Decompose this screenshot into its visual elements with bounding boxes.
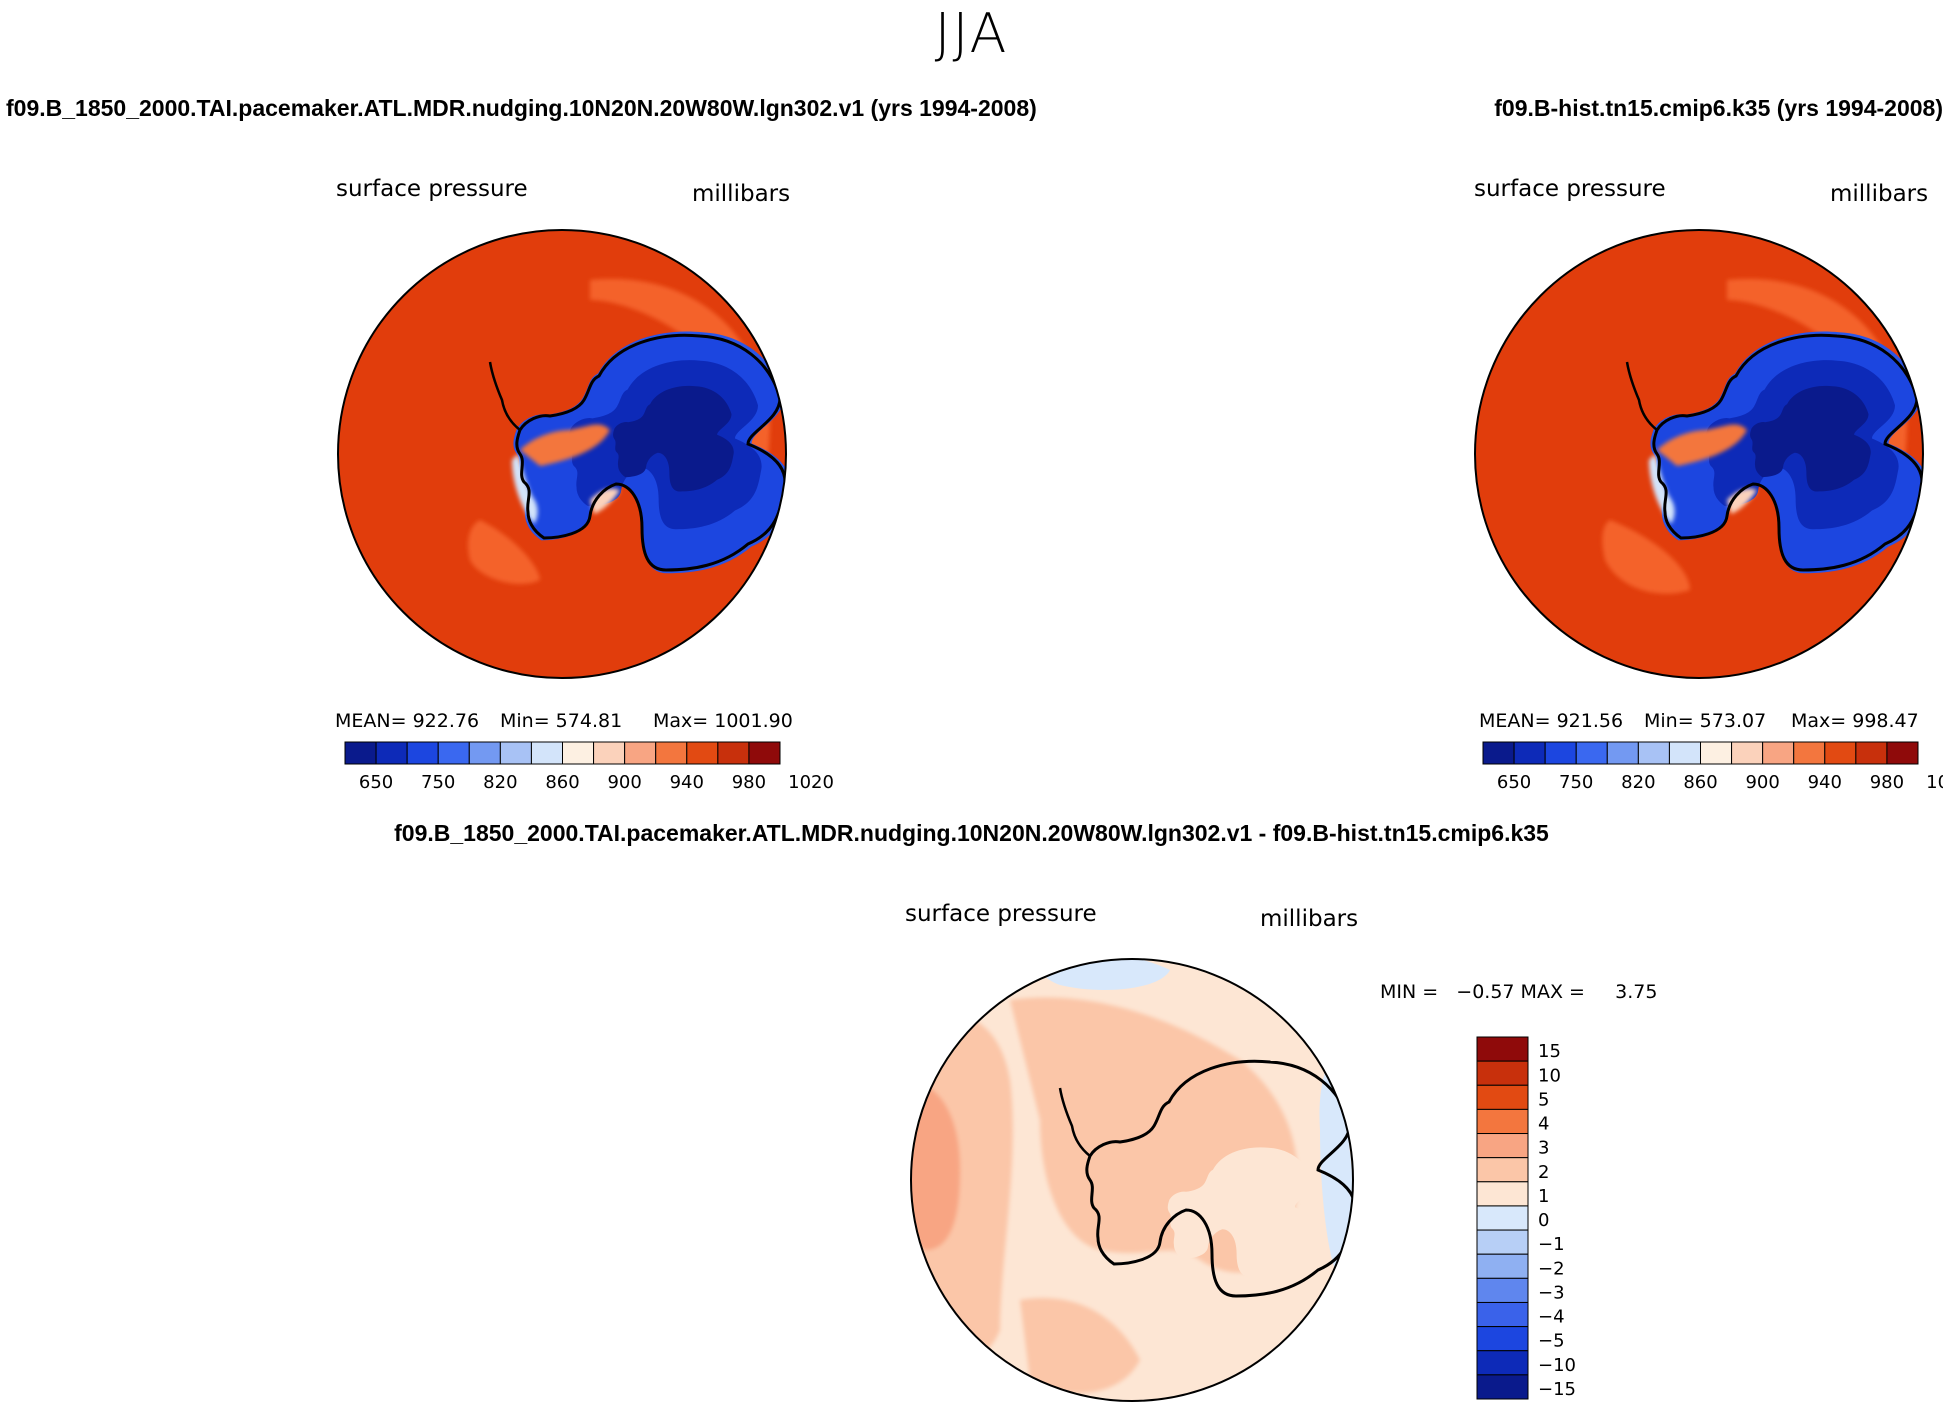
diff-colorbar-swatch	[1476, 1350, 1529, 1376]
panel2-colorbar-tick-label: 750	[1559, 772, 1593, 793]
panel2-colorbar: 650 750 820 860 900 940 980 1020	[1482, 741, 1943, 793]
panel1-colorbar-swatch	[499, 741, 532, 765]
diff-colorbar-tick-label: −4	[1538, 1307, 1565, 1328]
panel2-colorbar-tick-label: 900	[1745, 772, 1779, 793]
panel1-colorbar-swatch	[748, 741, 781, 765]
panel1-colorbar-tick-label: 820	[483, 772, 517, 793]
panel2-colorbar-tick-label: 820	[1621, 772, 1655, 793]
diff-colorbar-swatch	[1476, 1060, 1529, 1086]
panel2-colorbar-swatch	[1637, 741, 1670, 765]
panel1-colorbar-swatch	[686, 741, 719, 765]
diff-colorbar-tick-label: −5	[1538, 1331, 1565, 1352]
panel1-colorbar-swatch	[468, 741, 501, 765]
diff-colorbar-tick-label: 15	[1538, 1041, 1561, 1062]
panel2-colorbar-swatch	[1668, 741, 1702, 765]
panel2-map	[1474, 229, 1924, 679]
diff-colorbar-tick-label: 0	[1538, 1210, 1549, 1231]
panel2-min: Min= 573.07	[1644, 710, 1767, 732]
panel1-max: Max= 1001.90	[653, 710, 793, 732]
diff-colorbar-tick-label: −10	[1538, 1355, 1576, 1376]
diff-minmax: MIN = −0.57 MAX = 3.75	[1380, 981, 1658, 1003]
diff-colorbar-swatch	[1476, 1277, 1529, 1303]
panel2-colorbar-swatch	[1575, 741, 1608, 765]
panel1-map	[337, 229, 787, 679]
panel1-colorbar-swatch	[655, 741, 688, 765]
panel2-colorbar-swatch	[1886, 741, 1919, 765]
diff-colorbar-swatch	[1476, 1301, 1529, 1328]
panel1-colorbar-tick-label: 940	[670, 772, 704, 793]
panel2-mean: MEAN= 921.56	[1479, 710, 1624, 732]
panel1-colorbar-tick-label: 750	[421, 772, 455, 793]
diff-title: f09.B_1850_2000.TAI.pacemaker.ATL.MDR.nu…	[394, 820, 1549, 846]
diff-colorbar-swatch	[1476, 1253, 1529, 1279]
diff-colorbar-swatch	[1476, 1108, 1529, 1135]
panel2-colorbar-swatch	[1700, 741, 1733, 765]
diff-colorbar-swatch	[1476, 1157, 1529, 1183]
diff-variable-label: surface pressure	[905, 901, 1097, 927]
panel1-colorbar-swatch	[530, 741, 564, 765]
panel2-colorbar-tick-label: 980	[1870, 772, 1904, 793]
panel1-colorbar-tick-label: 900	[607, 772, 641, 793]
diff-colorbar-swatch	[1476, 1181, 1529, 1207]
panel2-variable-label: surface pressure	[1474, 176, 1666, 202]
panel1-variable-label: surface pressure	[336, 176, 528, 202]
figure-title: JJA	[934, 2, 1009, 65]
panel1-units-label: millibars	[692, 181, 791, 207]
diff-colorbar-tick-label: 1	[1538, 1186, 1549, 1207]
panel1-colorbar-swatch	[593, 741, 626, 765]
panel2-colorbar-tick-label: 860	[1683, 772, 1717, 793]
panel2-colorbar-swatch	[1762, 741, 1795, 765]
diff-colorbar-swatch	[1476, 1133, 1529, 1159]
panel1-colorbar-swatch	[624, 741, 657, 765]
panel1-colorbar-tick-label: 650	[359, 772, 393, 793]
diff-colorbar-swatch	[1476, 1374, 1529, 1400]
panel2-max: Max= 998.47	[1791, 710, 1919, 732]
diff-colorbar-swatch	[1476, 1229, 1529, 1255]
diff-colorbar-swatch	[1476, 1084, 1529, 1110]
diff-colorbar-tick-label: 5	[1538, 1089, 1549, 1110]
panel1-min: Min= 574.81	[500, 710, 623, 732]
panel2-units-label: millibars	[1830, 181, 1929, 207]
panel1-colorbar: 650 750 820 860 900 940 980 1020	[344, 741, 834, 793]
panel1-colorbar-tick-label: 980	[732, 772, 766, 793]
diff-colorbar-tick-label: 10	[1538, 1065, 1561, 1086]
diff-colorbar-swatch	[1476, 1205, 1529, 1231]
panel1-colorbar-swatch	[344, 741, 377, 765]
panel2-colorbar-tick-label: 1020	[1926, 772, 1943, 793]
panel1-colorbar-swatch	[562, 741, 595, 765]
panel1-colorbar-swatch	[406, 741, 439, 765]
diff-map	[910, 958, 1354, 1402]
panel1-colorbar-tick-label: 860	[545, 772, 579, 793]
panel2-colorbar-swatch	[1855, 741, 1888, 765]
diff-colorbar-tick-label: −1	[1538, 1234, 1565, 1255]
panel1-case-title: f09.B_1850_2000.TAI.pacemaker.ATL.MDR.nu…	[6, 95, 1037, 121]
panel2-colorbar-tick-label: 650	[1497, 772, 1531, 793]
panel2-colorbar-swatch	[1824, 741, 1857, 765]
diff-units-label: millibars	[1260, 906, 1359, 932]
diff-colorbar-swatch	[1476, 1326, 1529, 1352]
panel2-colorbar-swatch	[1731, 741, 1764, 765]
panel2-colorbar-tick-label: 940	[1808, 772, 1842, 793]
diff-colorbar-tick-label: 3	[1538, 1138, 1549, 1159]
diff-colorbar-tick-label: 2	[1538, 1162, 1549, 1183]
panel2-colorbar-swatch	[1606, 741, 1639, 765]
diff-colorbar-tick-label: −15	[1538, 1379, 1576, 1400]
diff-colorbar-tick-label: 4	[1538, 1114, 1549, 1135]
panel1-colorbar-swatch	[717, 741, 750, 765]
panel1-colorbar-swatch	[375, 741, 408, 765]
panel1-colorbar-tick-label: 1020	[788, 772, 834, 793]
panel1-mean: MEAN= 922.76	[335, 710, 480, 732]
panel2-case-title: f09.B-hist.tn15.cmip6.k35 (yrs 1994-2008…	[1494, 95, 1943, 121]
panel2-colorbar-swatch	[1513, 741, 1546, 765]
diff-colorbar-tick-label: −2	[1538, 1258, 1565, 1279]
panel1-colorbar-swatch	[437, 741, 470, 765]
panel2-colorbar-swatch	[1544, 741, 1577, 765]
panel2-colorbar-swatch	[1482, 741, 1515, 765]
diff-colorbar-tick-label: −3	[1538, 1282, 1565, 1303]
diff-colorbar-swatch	[1476, 1036, 1529, 1062]
panel2-colorbar-swatch	[1793, 741, 1826, 765]
